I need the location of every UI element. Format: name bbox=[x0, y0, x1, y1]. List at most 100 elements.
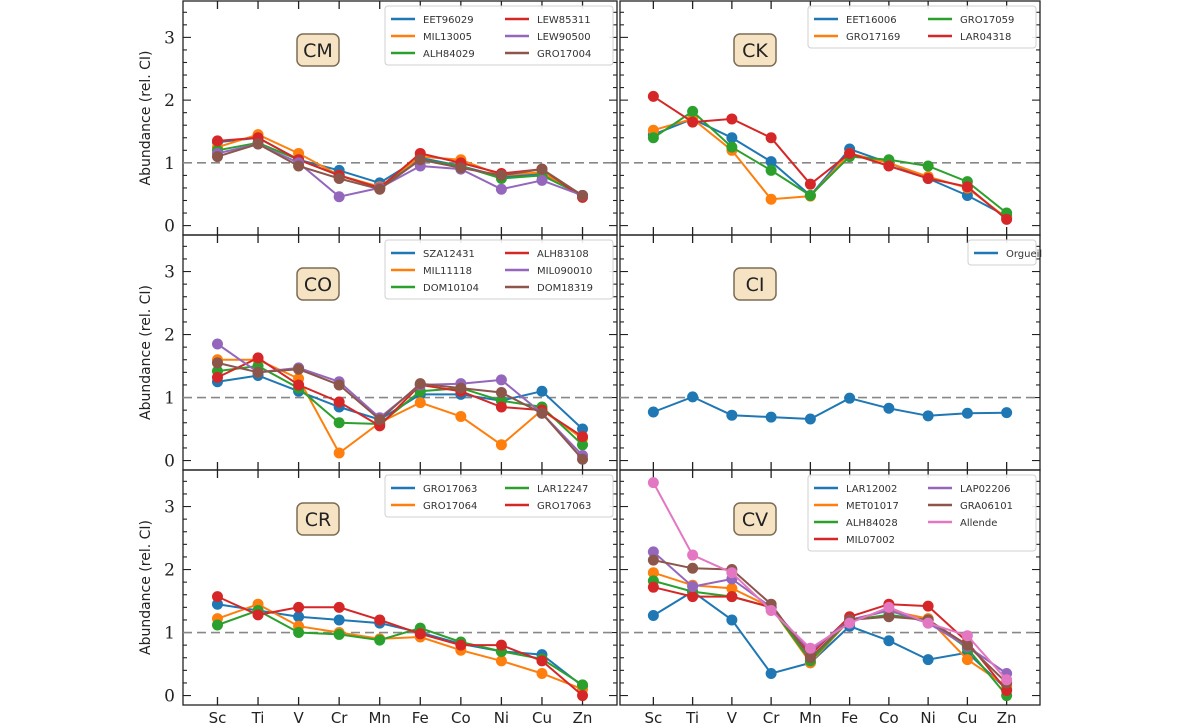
data-point bbox=[1001, 685, 1013, 697]
data-point bbox=[293, 379, 305, 391]
data-point bbox=[726, 614, 738, 626]
legend-entry: ALH84029 bbox=[391, 49, 475, 60]
series-line bbox=[217, 142, 583, 198]
panel-cr: 0 1 2 3 Abundance (rel. CI) Sc Ti V Cr Mn Fe Co Ni Cu… bbox=[138, 469, 618, 727]
series-gro17063 bbox=[211, 591, 589, 702]
data-point bbox=[333, 379, 345, 391]
data-point bbox=[883, 635, 895, 647]
legend-label: GRO17169 bbox=[846, 32, 900, 43]
y-tick-label: 3 bbox=[164, 498, 175, 518]
panel-ck: CK EET16006 GRO17169 GRO17059 LAR04318 bbox=[619, 0, 1041, 236]
data-point bbox=[495, 374, 507, 386]
data-point bbox=[536, 407, 548, 419]
x-tick-label: Ti bbox=[251, 709, 265, 727]
legend-entry: LAR12247 bbox=[505, 484, 588, 495]
data-point bbox=[804, 642, 816, 654]
data-point bbox=[333, 173, 345, 185]
data-point bbox=[414, 154, 426, 166]
y-tick-label: 2 bbox=[164, 561, 175, 581]
legend-entry: LEW85311 bbox=[505, 15, 591, 26]
data-point bbox=[414, 378, 426, 390]
legend-entry: LAP02206 bbox=[928, 484, 1010, 495]
data-point bbox=[961, 639, 973, 651]
data-point bbox=[844, 147, 856, 159]
legend-label: MIL13005 bbox=[423, 32, 472, 43]
data-point bbox=[211, 371, 223, 383]
series-line bbox=[652, 95, 1008, 221]
data-point bbox=[333, 601, 345, 613]
series-line bbox=[217, 133, 583, 197]
data-point bbox=[647, 124, 659, 136]
legend-entry: GRO17169 bbox=[814, 32, 900, 43]
legend-entry: LEW90500 bbox=[505, 32, 591, 43]
x-tick-label: V bbox=[293, 709, 304, 727]
data-point bbox=[455, 410, 467, 422]
legend-label: ALH84029 bbox=[423, 49, 475, 60]
series-mil13005 bbox=[211, 129, 589, 201]
legend: EET16006 GRO17169 GRO17059 LAR04318 bbox=[807, 5, 1037, 49]
data-point bbox=[922, 160, 934, 172]
legend-label: MIL090010 bbox=[537, 266, 592, 277]
data-point bbox=[455, 162, 467, 174]
panel-cm: 0 1 2 3 Abundance (rel. CI) CM EET96029 MIL1300… bbox=[138, 0, 618, 237]
panel-label-box bbox=[296, 33, 340, 67]
legend-entry: EET96029 bbox=[391, 15, 474, 26]
x-tick-label: Cu bbox=[957, 709, 977, 727]
legend-entry: ALH83108 bbox=[505, 249, 589, 260]
series-gro17004 bbox=[211, 138, 589, 201]
legend-label: ALH83108 bbox=[537, 249, 589, 260]
data-point bbox=[804, 652, 816, 664]
series-line bbox=[217, 361, 584, 460]
data-point bbox=[804, 178, 816, 190]
x-tick-label: Zn bbox=[573, 709, 593, 727]
series-line bbox=[653, 559, 1008, 684]
x-tick-label: Cr bbox=[763, 709, 780, 727]
x-tick-label: Sc bbox=[644, 709, 662, 727]
y-tick-label: 3 bbox=[164, 28, 175, 48]
series-alh84029 bbox=[211, 137, 589, 201]
data-point bbox=[333, 417, 345, 429]
series-lew85311 bbox=[211, 132, 589, 203]
legend-entry: GRO17059 bbox=[928, 15, 1014, 26]
data-point bbox=[922, 410, 934, 422]
legend-entry: MIL090010 bbox=[505, 266, 592, 277]
data-point bbox=[333, 191, 345, 203]
data-point bbox=[647, 406, 659, 418]
y-tick-label: 1 bbox=[164, 389, 175, 409]
series-met01017 bbox=[647, 567, 1013, 692]
series-line bbox=[652, 590, 1008, 690]
data-point bbox=[536, 163, 548, 175]
data-point bbox=[765, 667, 777, 679]
legend-label: DOM18319 bbox=[537, 283, 593, 294]
legend-entry: GRA06101 bbox=[928, 501, 1013, 512]
data-point bbox=[765, 156, 777, 168]
data-point bbox=[414, 397, 426, 409]
panel-frame bbox=[182, 469, 618, 706]
legend-label: LEW85311 bbox=[537, 15, 591, 26]
legend-entry: MIL13005 bbox=[391, 32, 472, 43]
legend-frame bbox=[967, 239, 1037, 266]
data-point bbox=[374, 414, 386, 426]
data-point bbox=[922, 654, 934, 666]
data-point bbox=[252, 352, 264, 364]
data-point bbox=[211, 357, 223, 369]
panel-label: CK bbox=[742, 40, 768, 62]
legend: Orgueil bbox=[967, 239, 1042, 266]
legend-entry: DOM10104 bbox=[391, 283, 479, 294]
data-point bbox=[961, 654, 973, 666]
data-point bbox=[211, 135, 223, 147]
data-point bbox=[577, 423, 589, 435]
legend-entry: MIL07002 bbox=[814, 535, 895, 546]
data-point bbox=[647, 554, 659, 566]
data-point bbox=[536, 655, 548, 667]
data-point bbox=[726, 141, 738, 153]
legend-label: GRO17059 bbox=[960, 15, 1014, 26]
legend: EET96029 MIL13005 ALH84029 LEW85311 LEW90500… bbox=[384, 5, 614, 66]
legend-frame bbox=[807, 5, 1037, 49]
data-point bbox=[333, 614, 345, 626]
series-gra06101 bbox=[647, 554, 1013, 689]
data-point bbox=[577, 189, 589, 201]
series-allende bbox=[647, 477, 1013, 686]
data-point bbox=[414, 628, 426, 640]
legend-entry: EET16006 bbox=[814, 15, 897, 26]
